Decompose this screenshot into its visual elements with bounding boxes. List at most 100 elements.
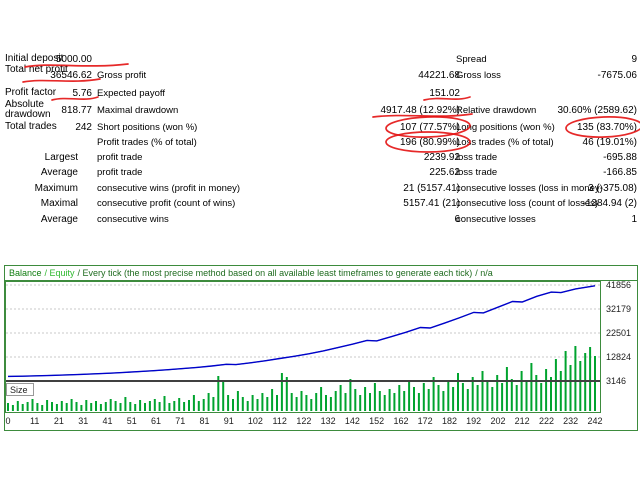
size-bar — [383, 395, 386, 411]
x-axis-label: 222 — [539, 416, 554, 426]
stat-value: 44221.68 — [418, 70, 460, 81]
size-bar — [442, 391, 445, 411]
x-axis-label: 21 — [54, 416, 64, 426]
size-bar — [300, 391, 303, 411]
x-axis-label: 102 — [248, 416, 263, 426]
stat-group-label: Largest — [44, 152, 78, 163]
size-bar — [520, 371, 523, 411]
size-bar — [373, 383, 376, 411]
stat-label: consecutive losses (loss in money) — [456, 183, 603, 194]
size-bar — [158, 402, 161, 411]
stat-group-label: Average — [40, 214, 78, 225]
stat-label: profit trade — [97, 167, 143, 178]
size-bar — [364, 387, 367, 411]
size-bar — [388, 389, 391, 411]
y-axis-label: 22501 — [606, 328, 631, 338]
size-bar — [476, 385, 479, 411]
size-bar — [315, 393, 318, 411]
stat-value: 4917.48 (12.92%) — [380, 105, 460, 116]
size-bar — [85, 400, 88, 411]
stat-label: Maximal drawdown — [97, 105, 179, 116]
stats-row: Absolute drawdown 818.77 Maximal drawdow… — [0, 100, 640, 122]
size-bar — [510, 379, 513, 411]
size-bar — [344, 393, 347, 411]
size-bar — [437, 385, 440, 411]
stat-label: Expected payoff — [97, 88, 165, 99]
stats-row: Largest profit trade 2239.92 loss trade … — [0, 152, 640, 164]
x-axis-label: 162 — [393, 416, 408, 426]
size-bar — [7, 403, 9, 411]
size-bar — [285, 377, 288, 411]
stat-label: consecutive wins — [97, 214, 169, 225]
x-axis-label: 212 — [515, 416, 530, 426]
size-bar — [417, 393, 420, 411]
size-bar — [540, 383, 543, 411]
size-bar — [256, 399, 259, 411]
stat-value: -7675.06 — [597, 70, 637, 81]
size-bar — [188, 400, 190, 411]
x-axis-label: 192 — [466, 416, 481, 426]
x-axis-label: 112 — [273, 416, 287, 426]
stats-row: Initial deposit 5000.00 Spread 9 — [0, 54, 640, 66]
balance-line — [7, 285, 596, 378]
size-bar — [393, 393, 396, 411]
size-bar — [261, 393, 264, 411]
size-bar — [457, 373, 459, 411]
stat-value: 107 (77.57%) — [399, 122, 460, 133]
size-bar — [148, 401, 151, 411]
stat-group-label: Average — [40, 167, 78, 178]
stat-value: 2239.92 — [423, 152, 460, 163]
stat-value: 46 (19.01%) — [582, 137, 637, 148]
size-bar — [325, 395, 327, 411]
stat-label: Absolute drawdown — [5, 99, 51, 120]
x-axis-label: 11 — [30, 416, 39, 426]
size-bar — [75, 402, 78, 411]
size-bar — [290, 393, 293, 411]
size-bar — [26, 402, 29, 411]
size-bar — [329, 397, 332, 411]
stat-value: 9 — [631, 54, 637, 65]
stat-label: Profit trades (% of total) — [97, 137, 197, 148]
size-bar — [276, 395, 278, 411]
stat-value: 21 (5157.41) — [403, 183, 460, 194]
stats-row: Maximal consecutive profit (count of win… — [0, 198, 640, 210]
size-bar — [530, 363, 533, 411]
stat-label: loss trade — [456, 167, 498, 178]
tester-graph: Balance / Equity / Every tick (the most pr… — [4, 265, 638, 431]
stat-value: -166.85 — [603, 167, 637, 178]
size-bar — [36, 403, 39, 411]
size-bar — [359, 395, 362, 411]
size-bar — [227, 395, 230, 411]
y-axis-label: 3146 — [606, 376, 626, 386]
y-axis-label: 41856 — [606, 281, 631, 290]
size-bar — [452, 387, 455, 411]
stat-label: Initial deposit — [5, 53, 64, 64]
size-bar — [129, 402, 132, 411]
size-bar — [232, 399, 234, 411]
stat-label: profit trade — [97, 152, 143, 163]
size-bar — [496, 375, 499, 411]
size-bar — [491, 387, 494, 411]
size-bar — [163, 396, 166, 411]
x-axis-label: 0 — [5, 416, 10, 426]
size-bar — [369, 393, 371, 411]
size-bar — [119, 403, 122, 411]
stat-value: 5157.41 (21) — [403, 198, 460, 209]
size-bar — [178, 398, 181, 411]
size-bar — [246, 401, 249, 411]
stat-label: Gross profit — [97, 70, 147, 81]
size-bar — [202, 399, 205, 411]
plot-border — [5, 281, 601, 413]
stat-label: loss trade — [456, 152, 498, 163]
size-bar — [408, 381, 411, 411]
size-bar — [60, 401, 63, 411]
size-bar — [139, 400, 142, 411]
size-bar — [545, 369, 548, 411]
size-bar — [16, 401, 19, 411]
x-axis-label: 91 — [224, 416, 234, 426]
size-bar — [153, 399, 156, 411]
stats-row: Maximum consecutive wins (profit in mone… — [0, 183, 640, 195]
stat-label: consecutive wins (profit in money) — [97, 183, 241, 194]
x-axis-label: 202 — [490, 416, 505, 426]
stat-label: Profit factor — [5, 87, 57, 98]
